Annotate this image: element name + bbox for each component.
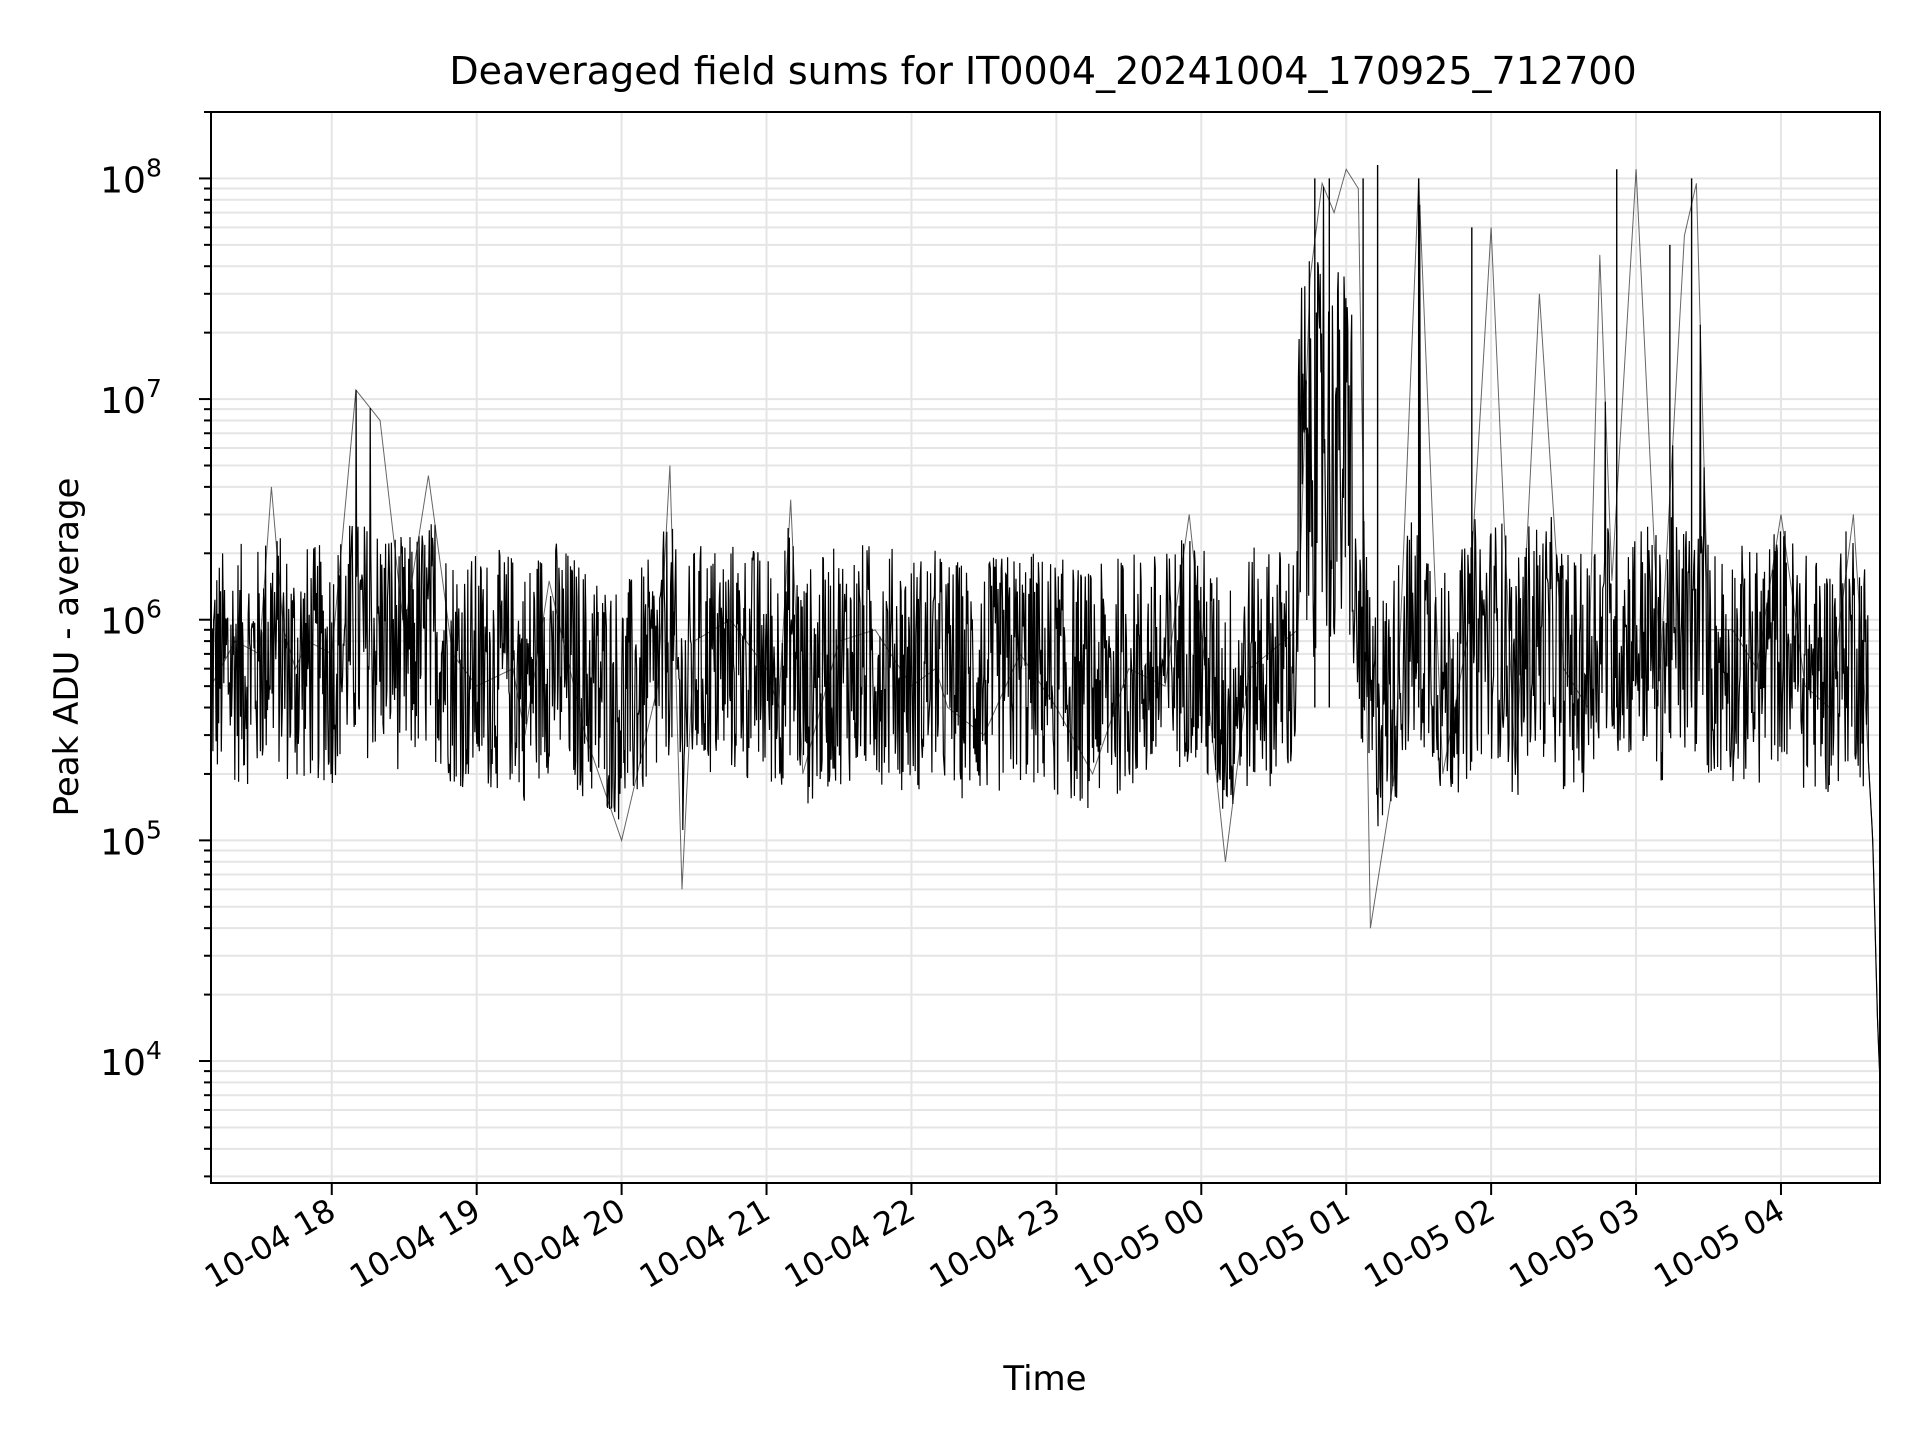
x-axis-label: Time: [1002, 1359, 1086, 1399]
y-tick-label: 107: [100, 374, 162, 422]
chart-title: Deaveraged field sums for IT0004_2024100…: [449, 49, 1636, 93]
y-tick-label: 105: [100, 815, 162, 863]
series-layer: [210, 165, 1881, 1083]
series-envelope: [210, 168, 1881, 1083]
plot-frame: [210, 111, 1881, 1184]
y-axis-label: Peak ADU - average: [47, 478, 87, 817]
series-line: [210, 186, 1881, 1083]
y-tick-label: 108: [100, 153, 162, 201]
y-tick-label: 104: [100, 1036, 162, 1084]
y-tick-label: 106: [100, 595, 162, 643]
